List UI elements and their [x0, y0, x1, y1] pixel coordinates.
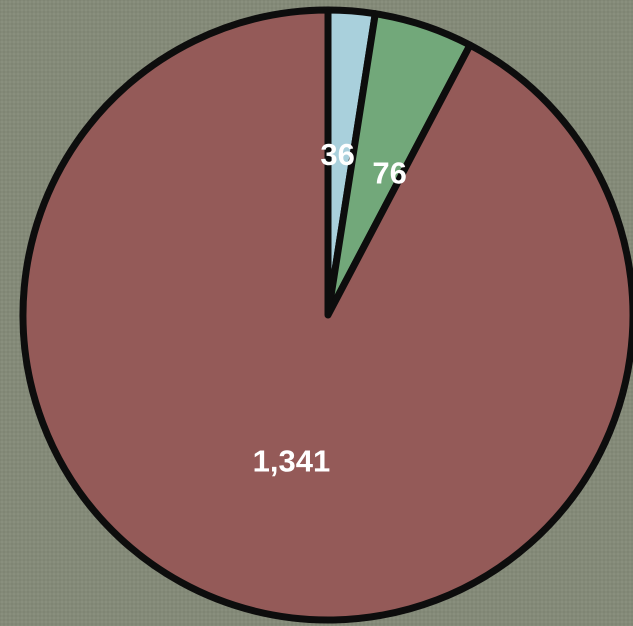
data-label-slice-3: 1,341	[253, 443, 331, 478]
data-label-slice-2: 76	[372, 156, 406, 191]
pie-labels: 36 76 1,341	[253, 137, 407, 478]
data-label-slice-1: 36	[320, 137, 354, 172]
pie-slices	[19, 6, 633, 624]
pie-slice-3	[19, 6, 633, 624]
